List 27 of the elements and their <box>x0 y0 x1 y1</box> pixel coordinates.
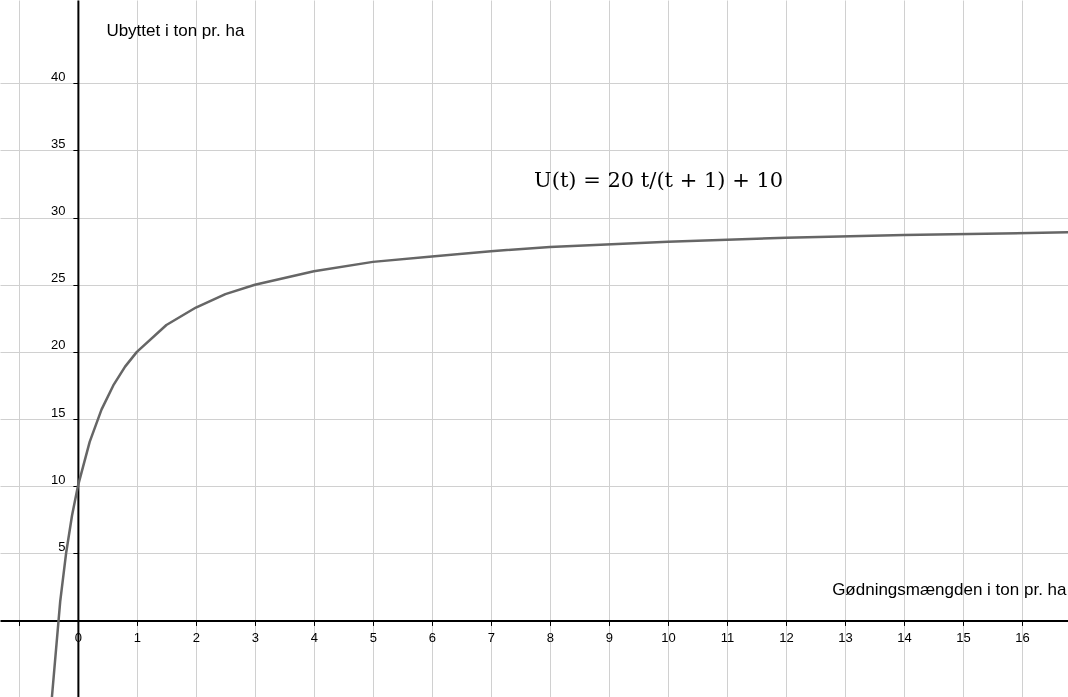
x-tick-label: 12 <box>779 629 794 645</box>
x-tick-label: 7 <box>487 629 496 645</box>
x-tick-label: 1 <box>133 629 142 645</box>
y-tick-label: 40 <box>50 68 66 84</box>
x-tick-label: 6 <box>428 629 437 645</box>
x-tick-label: 4 <box>310 629 319 645</box>
y-tick-label: 5 <box>58 538 66 554</box>
y-tick-label: 35 <box>50 135 66 151</box>
x-tick-label: 5 <box>369 629 378 645</box>
x-tick-label: 11 <box>720 629 735 645</box>
annotation: U(t) = 20 t/(t + 1) + 10 <box>534 168 784 193</box>
x-tick-label: 3 <box>251 629 260 645</box>
x-tick-label: 15 <box>956 629 971 645</box>
y-tick-label: 25 <box>50 270 66 286</box>
y-axis-title: Ubyttet i ton pr. ha <box>106 20 245 40</box>
x-tick-label: 16 <box>1015 629 1030 645</box>
y-tick-label: 20 <box>50 337 66 353</box>
x-tick-label: 13 <box>838 629 853 645</box>
y-tick-label: 30 <box>50 203 66 219</box>
x-tick-label: 2 <box>192 629 201 645</box>
x-tick-label: 10 <box>661 629 676 645</box>
x-tick-label: 8 <box>546 629 555 645</box>
x-tick-label: 9 <box>605 629 614 645</box>
y-tick-label: 15 <box>50 404 66 420</box>
x-axis-title: Gødningsmængden i ton pr. ha <box>832 579 1068 599</box>
y-tick-label: 10 <box>50 471 66 487</box>
x-tick-label: 14 <box>897 629 912 645</box>
